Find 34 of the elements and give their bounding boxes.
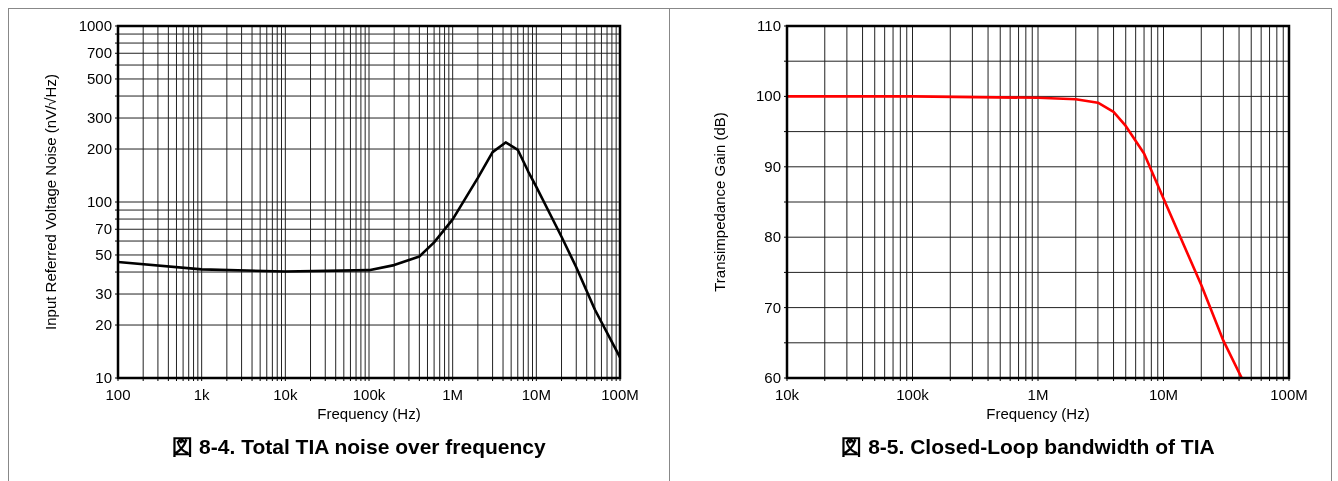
text: 図 8-5. Closed-Loop bandwidth of TIA bbox=[841, 435, 1215, 458]
x-tick-label: 100M bbox=[1270, 386, 1308, 403]
x-tick-label: 100k bbox=[352, 386, 386, 403]
y-tick-label: 70 bbox=[95, 220, 112, 238]
y-tick-label: 500 bbox=[86, 69, 112, 87]
text: 図 8-4. Total TIA noise over frequency bbox=[172, 435, 547, 458]
x-tick-label: 1k bbox=[193, 386, 211, 403]
x-tick-label: 100k bbox=[896, 386, 930, 403]
y-tick-label: 100 bbox=[755, 87, 781, 105]
y-tick-label: 10 bbox=[95, 369, 112, 386]
y-tick-label: 110 bbox=[757, 17, 781, 34]
y-tick-label: 200 bbox=[86, 140, 112, 158]
x-tick-label: 1M bbox=[442, 386, 464, 403]
y-tick-label: 100 bbox=[86, 193, 112, 210]
y-tick-label: 700 bbox=[86, 44, 112, 62]
y-tick-label: 30 bbox=[95, 285, 112, 303]
y-tick-label: 50 bbox=[95, 245, 112, 263]
y-tick-label: 80 bbox=[764, 228, 781, 246]
y-tick-label: 90 bbox=[764, 157, 781, 175]
x-tick-label: 100M bbox=[601, 386, 639, 403]
x-tick-label: 10M bbox=[1148, 386, 1179, 403]
y-axis-title: Input Referred Voltage Noise (nV/√Hz) bbox=[42, 74, 59, 330]
y-axis-title: Transimpedance Gain (dB) bbox=[711, 112, 728, 292]
x-axis-title: Frequency (Hz) bbox=[317, 405, 421, 422]
y-tick-label: 300 bbox=[86, 109, 112, 127]
x-tick-label: 10k bbox=[273, 386, 298, 403]
y-tick-label: 70 bbox=[764, 298, 781, 316]
x-tick-label: 1M bbox=[1027, 386, 1049, 403]
y-tick-label: 20 bbox=[95, 316, 112, 334]
y-tick-label: 1000 bbox=[78, 17, 112, 34]
x-tick-label: 10M bbox=[521, 386, 551, 403]
y-tick-label: 60 bbox=[764, 369, 781, 386]
x-tick-label: 10k bbox=[774, 386, 800, 403]
x-axis-title: Frequency (Hz) bbox=[986, 405, 1090, 422]
